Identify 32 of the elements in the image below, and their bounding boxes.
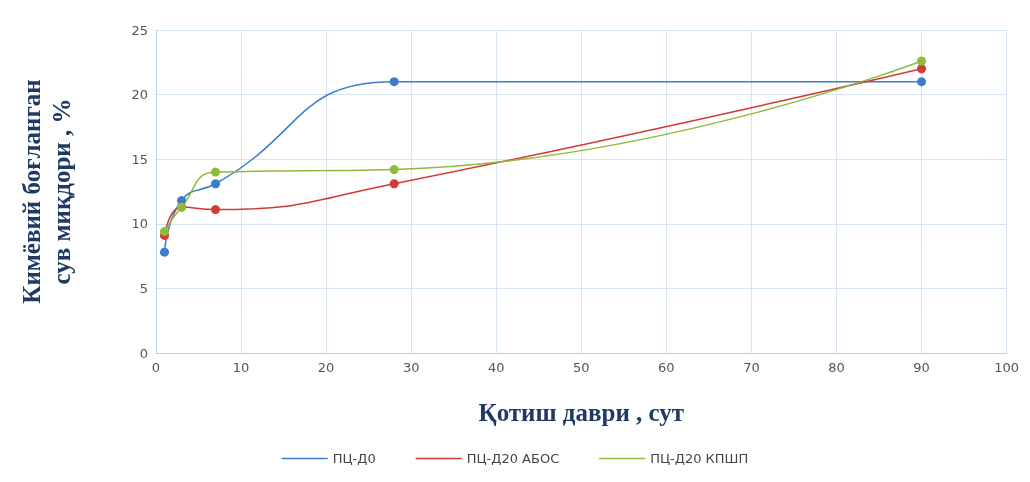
point	[917, 77, 927, 87]
x-tick-label: 60	[658, 360, 675, 375]
y-axis-title: Кимёвий боғланган сув миқдори , %	[17, 79, 75, 304]
y-tick-label: 15	[131, 151, 148, 167]
point	[389, 165, 399, 175]
point	[389, 179, 399, 189]
x-tick-label: 50	[573, 360, 590, 375]
x-axis-title: Қотиш даври , сут	[478, 398, 685, 426]
x-tick-label: 80	[828, 360, 845, 375]
x-tick-label: 100	[994, 360, 1020, 375]
x-tick-label: 10	[232, 360, 250, 375]
point	[211, 179, 221, 189]
x-tick-label: 90	[913, 360, 930, 375]
point	[917, 56, 927, 66]
legend-label: ПЦ-Д0	[332, 451, 376, 466]
x-tick-label: 70	[743, 360, 760, 375]
y-tick-label: 5	[139, 280, 148, 296]
legend-label: ПЦ-Д20 АБОС	[466, 451, 560, 466]
point	[389, 77, 399, 87]
y-tick-label: 25	[131, 22, 148, 38]
x-tick-label: 20	[317, 360, 335, 375]
legend-label: ПЦ-Д20 КПШП	[650, 451, 749, 466]
point	[160, 247, 170, 257]
point	[211, 205, 221, 215]
y-tick-label: 20	[131, 87, 148, 103]
y-tick-label: 0	[139, 345, 148, 361]
x-tick-label: 0	[151, 360, 161, 375]
y-tick-label: 10	[131, 216, 148, 232]
x-tick-label: 30	[402, 360, 420, 375]
x-tick-label: 40	[487, 360, 505, 375]
point	[211, 167, 221, 177]
point	[917, 64, 927, 74]
